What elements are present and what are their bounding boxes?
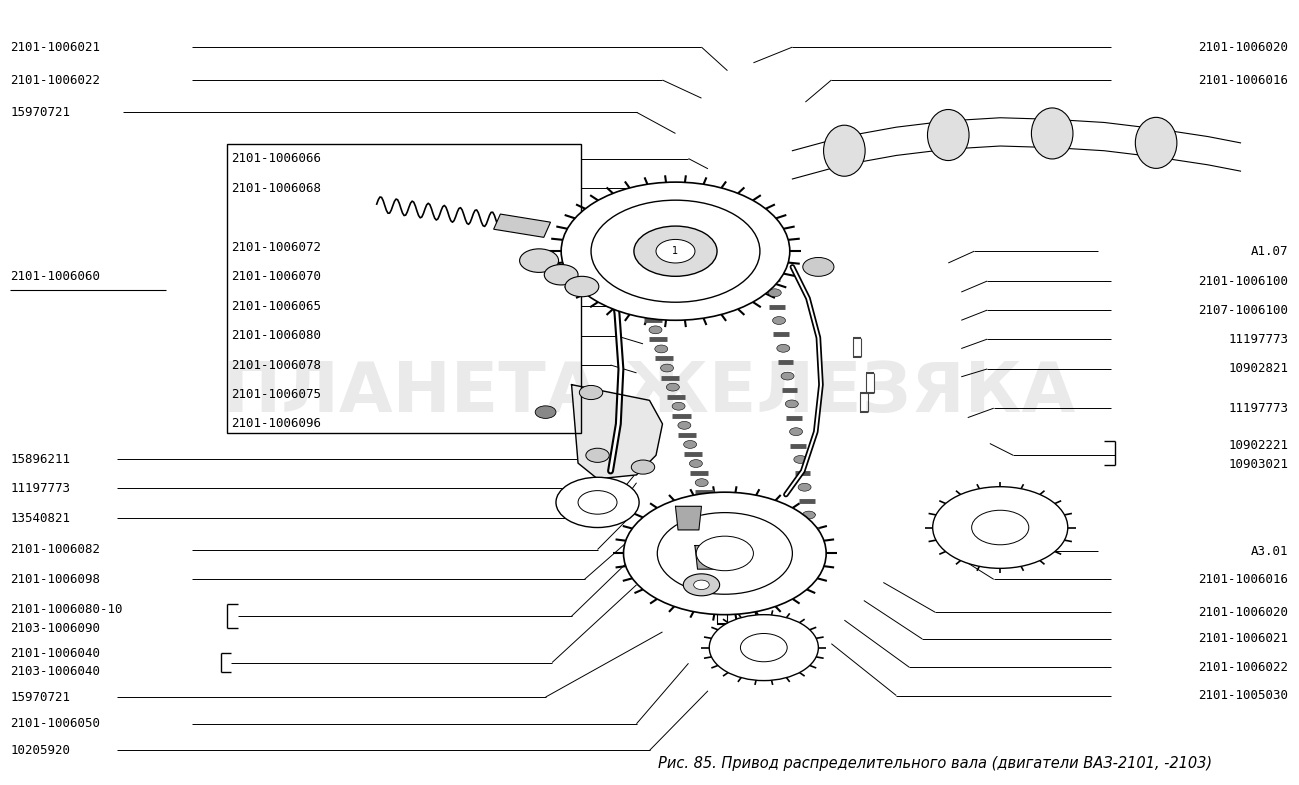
Circle shape — [650, 326, 662, 334]
Text: 2101-1006065: 2101-1006065 — [231, 300, 321, 312]
Text: 2103-1006040: 2103-1006040 — [10, 666, 100, 678]
Circle shape — [672, 402, 685, 410]
Text: A3.01: A3.01 — [1251, 545, 1289, 557]
Circle shape — [972, 510, 1029, 545]
Text: A1.07: A1.07 — [1251, 245, 1289, 257]
Text: 2101-1006020: 2101-1006020 — [1199, 606, 1289, 619]
Ellipse shape — [927, 109, 969, 161]
Text: 2101-1006060: 2101-1006060 — [10, 270, 100, 283]
Circle shape — [933, 487, 1068, 568]
Text: 2101-1006100: 2101-1006100 — [1199, 275, 1289, 287]
Circle shape — [666, 383, 679, 391]
Circle shape — [634, 226, 717, 276]
Text: 2101-1006050: 2101-1006050 — [10, 717, 100, 730]
Text: 2101-1006016: 2101-1006016 — [1199, 573, 1289, 586]
Circle shape — [690, 460, 703, 468]
Text: 2101-1005030: 2101-1005030 — [1199, 689, 1289, 702]
Circle shape — [586, 448, 609, 462]
Text: 2101-1006080: 2101-1006080 — [231, 330, 321, 342]
Circle shape — [709, 615, 818, 681]
Text: 11197773: 11197773 — [10, 482, 70, 495]
Ellipse shape — [1135, 117, 1177, 169]
Text: 2101-1006075: 2101-1006075 — [231, 388, 321, 400]
Text: 2101-1006022: 2101-1006022 — [1199, 661, 1289, 674]
Circle shape — [561, 182, 790, 320]
Text: 1: 1 — [673, 246, 678, 256]
Text: 2101-1006068: 2101-1006068 — [231, 182, 321, 195]
Text: 2101-1006021: 2101-1006021 — [1199, 633, 1289, 645]
Circle shape — [520, 249, 559, 272]
Circle shape — [579, 385, 603, 400]
Text: 15896211: 15896211 — [10, 453, 70, 466]
Circle shape — [656, 239, 695, 263]
Text: 2101-1006072: 2101-1006072 — [231, 241, 321, 254]
Text: 2103-1006090: 2103-1006090 — [10, 622, 100, 634]
Text: 11197773: 11197773 — [1229, 333, 1289, 345]
Ellipse shape — [824, 125, 865, 177]
Text: 2101-1006096: 2101-1006096 — [231, 418, 321, 430]
Circle shape — [740, 633, 787, 662]
Circle shape — [565, 276, 599, 297]
Polygon shape — [572, 385, 662, 479]
Text: 2101-1006066: 2101-1006066 — [231, 152, 321, 165]
Circle shape — [591, 200, 760, 302]
Text: 10903021: 10903021 — [1229, 458, 1289, 471]
Text: 10902221: 10902221 — [1229, 440, 1289, 452]
Circle shape — [798, 484, 811, 491]
Text: Рис. 85. Привод распределительного вала (двигатели ВАЗ-2101, -2103): Рис. 85. Привод распределительного вала … — [659, 755, 1212, 771]
Circle shape — [781, 372, 794, 380]
Text: 2107-1006100: 2107-1006100 — [1199, 304, 1289, 316]
Text: 10205920: 10205920 — [10, 744, 70, 757]
Text: 15970721: 15970721 — [10, 691, 70, 703]
Text: ПЛАНЕТА ЖЕЛЕЗЯКА: ПЛАНЕТА ЖЕЛЕЗЯКА — [223, 359, 1076, 426]
Text: 11197773: 11197773 — [1229, 402, 1289, 414]
Circle shape — [777, 345, 790, 352]
Circle shape — [624, 492, 826, 615]
Circle shape — [556, 477, 639, 528]
Circle shape — [803, 257, 834, 276]
Circle shape — [695, 479, 708, 487]
Circle shape — [694, 580, 709, 590]
Circle shape — [535, 406, 556, 418]
Text: 2101-1006082: 2101-1006082 — [10, 543, 100, 556]
Circle shape — [661, 364, 674, 372]
Circle shape — [683, 440, 696, 448]
Circle shape — [578, 491, 617, 514]
Text: 10902821: 10902821 — [1229, 363, 1289, 375]
Circle shape — [544, 265, 578, 285]
Text: 2101-1006016: 2101-1006016 — [1199, 74, 1289, 86]
Text: 2101-1006080-10: 2101-1006080-10 — [10, 603, 123, 615]
Polygon shape — [675, 506, 701, 530]
Circle shape — [803, 511, 816, 519]
Polygon shape — [695, 546, 721, 569]
Text: 2101-1006022: 2101-1006022 — [10, 74, 100, 86]
Text: 2101-1006021: 2101-1006021 — [10, 41, 100, 53]
Circle shape — [696, 536, 753, 571]
Text: 2101-1006078: 2101-1006078 — [231, 359, 321, 371]
Text: 13540821: 13540821 — [10, 512, 70, 524]
Circle shape — [790, 428, 803, 436]
Circle shape — [786, 400, 799, 408]
Text: 15970721: 15970721 — [10, 106, 70, 119]
Circle shape — [639, 229, 712, 273]
Circle shape — [631, 460, 655, 474]
Circle shape — [657, 513, 792, 594]
Circle shape — [773, 316, 786, 324]
Text: 2101-1006098: 2101-1006098 — [10, 573, 100, 586]
Bar — [494, 214, 551, 237]
Circle shape — [768, 289, 781, 297]
Circle shape — [683, 574, 720, 596]
Circle shape — [655, 345, 668, 352]
Text: 2101-1006040: 2101-1006040 — [10, 647, 100, 659]
Circle shape — [794, 455, 807, 463]
Text: 2101-1006020: 2101-1006020 — [1199, 41, 1289, 53]
Ellipse shape — [1031, 108, 1073, 159]
Circle shape — [678, 422, 691, 429]
Text: 2101-1006070: 2101-1006070 — [231, 270, 321, 283]
